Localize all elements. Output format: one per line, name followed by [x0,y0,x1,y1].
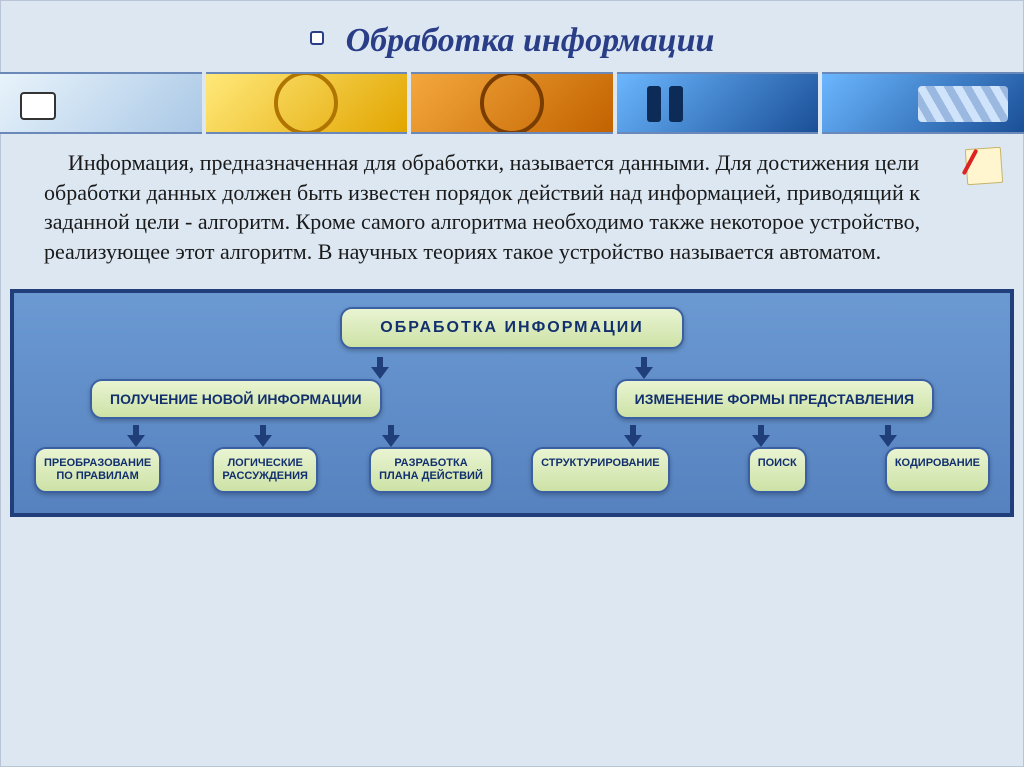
banner-image-keyboard [822,72,1024,134]
node-level2-change-form: ИЗМЕНЕНИЕ ФОРМЫ ПРЕДСТАВЛЕНИЯ [615,379,934,419]
arrow-down-icon [752,435,770,447]
node-level2-new-info: ПОЛУЧЕНИЕ НОВОЙ ИНФОРМАЦИИ [90,379,382,419]
leaf-search: ПОИСК [748,447,807,493]
leaf-transform-by-rules: ПРЕОБРАЗОВАНИЕ ПО ПРАВИЛАМ [34,447,161,493]
arrow-down-icon [371,367,389,379]
slide-title-wrap: Обработка информации [0,0,1024,66]
leaf-coding: КОДИРОВАНИЕ [885,447,990,493]
decorative-banner [0,72,1024,134]
node-root: ОБРАБОТКА ИНФОРМАЦИИ [340,307,683,349]
connector-root-to-level2 [28,349,996,379]
banner-image-disc-orange [411,72,613,134]
slide-title: Обработка информации [346,22,715,59]
banner-image-mouse [0,72,202,134]
arrow-down-icon [382,435,400,447]
diagram-row-leaves: ПРЕОБРАЗОВАНИЕ ПО ПРАВИЛАМ ЛОГИЧЕСКИЕ РА… [28,447,996,493]
diagram-row-level2: ПОЛУЧЕНИЕ НОВОЙ ИНФОРМАЦИИ ИЗМЕНЕНИЕ ФОР… [28,379,996,419]
body-text: Информация, предназначенная для обработк… [44,150,920,264]
sticky-note-icon [962,144,1006,188]
banner-image-disc-yellow [206,72,408,134]
leaf-structuring: СТРУКТУРИРОВАНИЕ [531,447,670,493]
connector-level2-to-leaves [28,419,996,447]
banner-image-tubes [617,72,819,134]
body-paragraph: Информация, предназначенная для обработк… [0,148,1024,267]
leaf-plan-development: РАЗРАБОТКА ПЛАНА ДЕЙСТВИЙ [369,447,493,493]
arrow-down-icon [624,435,642,447]
arrow-down-icon [254,435,272,447]
diagram-row-root: ОБРАБОТКА ИНФОРМАЦИИ [28,307,996,349]
arrow-down-icon [127,435,145,447]
title-bullet-icon [310,31,324,45]
leaf-logical-reasoning: ЛОГИЧЕСКИЕ РАССУЖДЕНИЯ [212,447,318,493]
leaf-group-left: ПРЕОБРАЗОВАНИЕ ПО ПРАВИЛАМ ЛОГИЧЕСКИЕ РА… [34,447,493,493]
arrow-down-icon [635,367,653,379]
leaf-group-right: СТРУКТУРИРОВАНИЕ ПОИСК КОДИРОВАНИЕ [531,447,990,493]
diagram-panel: ОБРАБОТКА ИНФОРМАЦИИ ПОЛУЧЕНИЕ НОВОЙ ИНФ… [10,289,1014,517]
arrow-down-icon [879,435,897,447]
